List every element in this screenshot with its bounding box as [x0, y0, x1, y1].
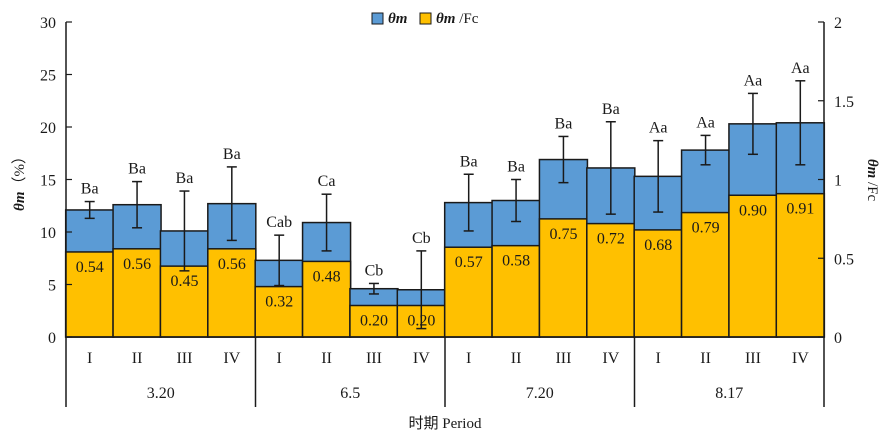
legend-label-theta-m: θm: [388, 11, 407, 27]
bar-theta-m-fc: [775, 192, 826, 338]
legend-label-theta-m-fc-suffix: /Fc: [455, 11, 478, 27]
data-label: 0.48: [313, 268, 341, 285]
data-label: 0.32: [265, 294, 293, 311]
significance-letter: Ca: [318, 173, 336, 190]
y-left-tick-label: 20: [40, 120, 56, 137]
category-label: III: [366, 350, 382, 367]
y-axis-right-label-symbol: θm: [864, 159, 880, 178]
category-label: IV: [223, 350, 240, 367]
category-label: I: [87, 350, 92, 367]
category-label: I: [277, 350, 282, 367]
significance-letter: Aa: [744, 72, 763, 89]
group-label: 7.20: [526, 385, 554, 402]
significance-letter: Ba: [555, 115, 573, 132]
y-axis-left-label-symbol: θm: [12, 192, 28, 211]
data-label: 0.20: [360, 313, 388, 330]
bar-theta-m-fc: [491, 244, 541, 338]
category-label: I: [466, 350, 471, 367]
significance-letter: Ba: [460, 153, 478, 170]
significance-letter: Cb: [365, 262, 384, 279]
bar-theta-m-fc: [159, 265, 210, 338]
data-label: 0.56: [123, 256, 151, 273]
data-label: 0.58: [502, 253, 530, 270]
y-left-tick-label: 15: [40, 173, 56, 190]
significance-letter: Aa: [791, 60, 810, 77]
y-right-tick-label: 0.5: [834, 251, 854, 268]
bar-theta-m-fc: [586, 222, 636, 338]
data-label: 0.72: [597, 231, 625, 248]
legend-swatch-theta-m-fc: [419, 12, 432, 25]
bar-theta-m-fc: [207, 248, 257, 338]
group-label: 6.5: [340, 385, 360, 402]
y-axis-left-label-suffix: （%）: [11, 149, 28, 192]
significance-letter: Ba: [507, 159, 525, 176]
group-label: 8.17: [715, 385, 743, 402]
bar-theta-m-fc: [538, 218, 589, 338]
legend-label-theta-m-fc: θm /Fc: [436, 11, 479, 27]
category-label: II: [132, 350, 143, 367]
data-label: 0.56: [218, 256, 246, 273]
bar-theta-m-fc: [443, 246, 494, 338]
significance-letter: Aa: [696, 114, 715, 131]
y-left-tick-label: 25: [40, 68, 56, 85]
data-label: 0.68: [644, 237, 672, 254]
significance-letter: Ba: [223, 146, 241, 163]
bar-theta-m-fc: [254, 285, 304, 338]
significance-letter: Ba: [128, 161, 146, 178]
y-axis-right-label-suffix: /Fc: [864, 178, 880, 201]
data-label: 0.20: [407, 313, 435, 330]
y-left-tick-label: 10: [40, 225, 56, 242]
significance-letter: Ba: [81, 181, 99, 198]
x-axis-label: 时期 Period: [409, 415, 482, 432]
category-label: I: [656, 350, 661, 367]
y-right-tick-label: 0: [834, 330, 842, 347]
legend: θm θm /Fc: [371, 11, 479, 27]
category-label: IV: [792, 350, 809, 367]
category-label: II: [321, 350, 332, 367]
data-label: 0.91: [786, 201, 814, 218]
category-label: III: [745, 350, 761, 367]
significance-letter: Aa: [649, 120, 668, 137]
category-label: III: [176, 350, 192, 367]
significance-letter: Ba: [176, 170, 194, 187]
significance-letter: Cb: [412, 230, 431, 247]
data-label: 0.90: [739, 202, 767, 219]
legend-label-theta-m-fc-symbol: θm: [436, 11, 455, 27]
data-label: 0.75: [549, 226, 577, 243]
data-label: 0.54: [76, 259, 104, 276]
y-axis-right-label: θm /Fc: [864, 159, 880, 202]
y-left-tick-label: 30: [40, 15, 56, 32]
significance-letter: Ba: [602, 101, 620, 118]
y-right-tick-label: 2: [834, 15, 842, 32]
category-label: IV: [602, 350, 619, 367]
category-label: II: [511, 350, 522, 367]
y-right-tick-label: 1.5: [834, 94, 854, 111]
category-label: IV: [413, 350, 430, 367]
data-label: 0.45: [170, 273, 198, 290]
y-left-tick-label: 5: [48, 278, 56, 295]
bar-theta-m-fc: [64, 251, 115, 338]
y-left-tick-label: 0: [48, 330, 56, 347]
bars: 0.54 Ba 0.56 Ba 0.45 Ba 0.56 Ba 0.32 Cab 0.48 Ca 0.2…: [64, 60, 826, 338]
bar-theta-m-fc: [680, 211, 731, 338]
category-label: III: [555, 350, 571, 367]
data-label: 0.57: [455, 254, 483, 271]
significance-letter: Cab: [266, 214, 292, 231]
y-right-tick-label: 1: [834, 173, 842, 190]
bar-theta-m-fc: [301, 260, 352, 338]
bar-theta-m-fc: [728, 194, 778, 338]
y-axis-left-label: θm（%）: [11, 149, 28, 211]
category-label: II: [700, 350, 711, 367]
group-label: 3.20: [147, 385, 175, 402]
data-label: 0.79: [692, 220, 720, 237]
legend-swatch-theta-m: [371, 12, 384, 25]
